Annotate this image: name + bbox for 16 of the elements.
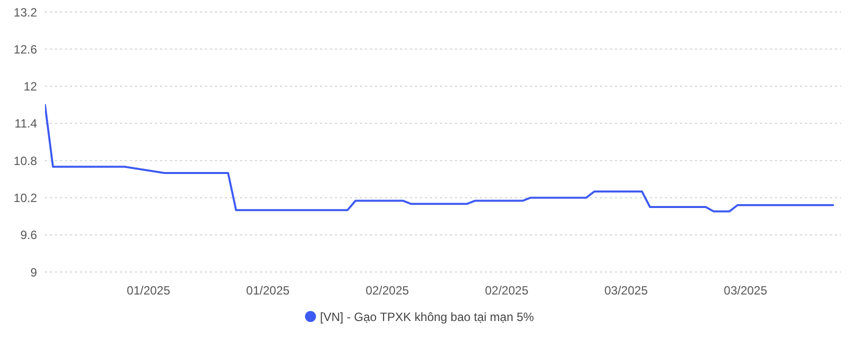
- y-tick-label: 13.2: [14, 5, 38, 20]
- y-tick-label: 9.6: [20, 228, 38, 242]
- y-tick-label: 10.8: [14, 154, 38, 168]
- y-tick-label: 9: [30, 265, 38, 280]
- x-tick-label: 03/2025: [724, 284, 768, 298]
- legend-label: [VN] - Gạo TPXK không bao tại mạn 5%: [320, 310, 534, 324]
- y-tick-label: 11.4: [14, 116, 38, 131]
- line-series: [45, 104, 834, 212]
- y-tick-label: 12.6: [14, 42, 38, 56]
- x-tick-label: 02/2025: [366, 284, 410, 298]
- x-tick-label: 01/2025: [246, 284, 290, 298]
- y-tick-label: 10.2: [14, 190, 38, 205]
- x-tick-label: 01/2025: [126, 284, 170, 298]
- y-tick-label: 12: [24, 80, 38, 94]
- x-tick-label: 02/2025: [484, 284, 529, 298]
- x-tick-label: 03/2025: [604, 284, 648, 298]
